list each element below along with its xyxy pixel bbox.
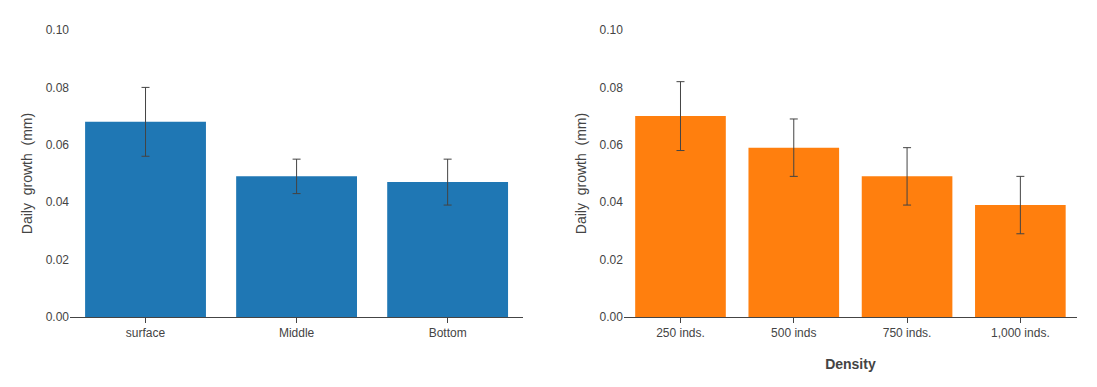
svg-text:250 inds.: 250 inds. (656, 326, 705, 340)
svg-text:0.10: 0.10 (599, 23, 623, 37)
svg-text:Density: Density (825, 356, 876, 372)
svg-text:Middle: Middle (279, 326, 315, 340)
svg-text:750 inds.: 750 inds. (883, 326, 932, 340)
svg-text:1,000 inds.: 1,000 inds. (991, 326, 1050, 340)
svg-text:0.00: 0.00 (46, 310, 70, 324)
svg-text:Daily growth (mm): Daily growth (mm) (573, 113, 589, 234)
svg-text:0.10: 0.10 (46, 23, 70, 37)
svg-text:Bottom: Bottom (429, 326, 467, 340)
svg-text:Daily growth (mm): Daily growth (mm) (19, 113, 35, 234)
svg-text:surface: surface (126, 326, 166, 340)
svg-text:0.02: 0.02 (46, 253, 70, 267)
svg-text:0.06: 0.06 (599, 138, 623, 152)
svg-text:500 inds: 500 inds (771, 326, 816, 340)
svg-text:0.04: 0.04 (599, 195, 623, 209)
svg-text:0.06: 0.06 (46, 138, 70, 152)
svg-text:0.00: 0.00 (599, 310, 623, 324)
svg-text:0.02: 0.02 (599, 253, 623, 267)
svg-text:0.08: 0.08 (46, 81, 70, 95)
svg-text:0.08: 0.08 (599, 81, 623, 95)
svg-text:0.04: 0.04 (46, 195, 70, 209)
